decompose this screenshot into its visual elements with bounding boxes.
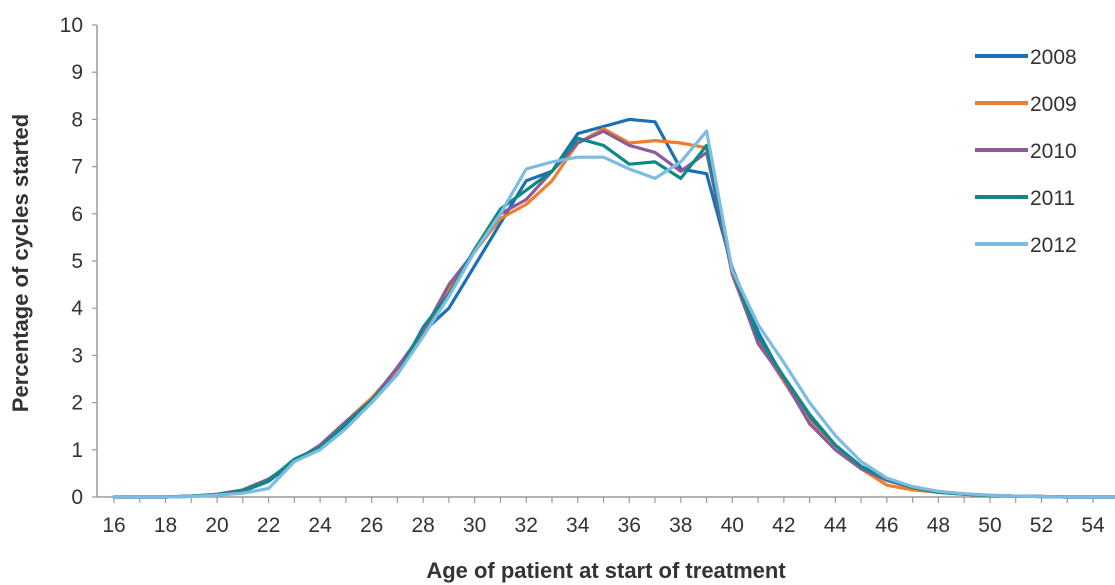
legend-label-2009: 2009 [1030,93,1077,116]
series-line-2008 [112,117,1115,499]
x-tick-label: 52 [1030,514,1053,537]
y-tick-label: 3 [71,344,83,367]
y-tick-label: 4 [71,297,83,320]
series-line-2011 [112,136,1115,499]
x-tick-label: 28 [411,514,434,537]
x-tick-label: 30 [463,514,486,537]
y-axis: 0 1 2 3 4 5 6 7 8 9 10 [60,14,98,509]
y-tick-label: 10 [60,14,83,37]
legend-label-2010: 2010 [1030,140,1077,163]
x-tick-label: 38 [669,514,692,537]
y-tick-label: 5 [71,250,83,273]
x-tick-label: 26 [360,514,383,537]
legend-label-2011: 2011 [1030,187,1075,210]
y-tick-label: 0 [71,486,83,509]
series-line-2012 [112,129,1115,499]
x-tick-label: 54 [1081,514,1105,537]
series-line-2010 [112,129,1115,499]
x-tick-label: 22 [257,514,280,537]
y-tick-label: 7 [71,156,83,179]
series-line-2009 [112,127,1115,499]
x-tick-label: 32 [515,514,538,537]
y-tick-label: 1 [71,439,83,462]
y-tick-label: 6 [71,203,83,226]
x-tick-label: 46 [875,514,898,537]
y-tick-label: 2 [71,392,83,415]
x-tick-label: 18 [154,514,177,537]
x-tick-label: 50 [978,514,1001,537]
legend-label-2008: 2008 [1030,46,1077,69]
x-tick-label: 42 [772,514,795,537]
x-tick-label: 20 [205,514,228,537]
x-axis-title: Age of patient at start of treatment [426,558,786,583]
legend: 2008 2009 2010 2011 2012 [975,46,1077,257]
x-tick-label: 24 [308,514,332,537]
x-axis: 16 18 20 22 24 26 28 30 32 34 36 38 40 42 44 46 48 50 52 54 [97,496,1106,537]
y-tick-label: 8 [71,108,83,131]
y-axis-title: Percentage of cycles started [8,114,33,412]
series-lines [112,117,1115,499]
x-tick-label: 16 [102,514,125,537]
legend-label-2012: 2012 [1030,234,1077,257]
y-tick-label: 9 [71,61,83,84]
x-tick-label: 34 [566,514,590,537]
x-tick-label: 44 [824,514,848,537]
x-tick-label: 48 [927,514,950,537]
x-tick-label: 36 [618,514,641,537]
x-tick-label: 40 [721,514,744,537]
